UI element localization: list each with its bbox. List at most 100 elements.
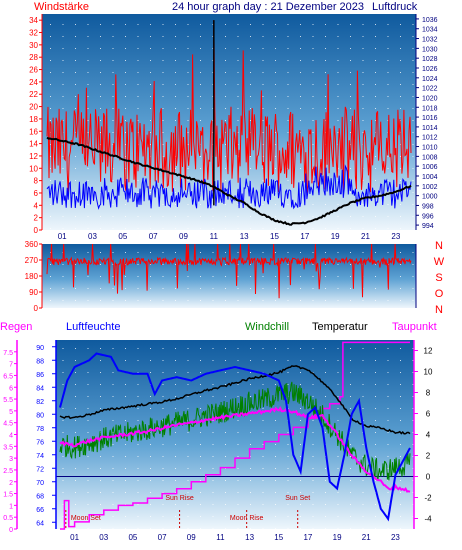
rain-tick-label: 7.5: [3, 350, 13, 357]
wind-x-tick-label: 11: [210, 232, 219, 241]
temp-x-tick-label: 05: [128, 533, 137, 542]
pressure-tick-label: 1036: [422, 17, 438, 24]
wind-x-tick-label: 07: [149, 232, 158, 241]
temperature-tick-label: 10: [424, 368, 433, 377]
wind-tick-label: 4: [34, 201, 39, 210]
pressure-tick-label: 1004: [422, 174, 438, 181]
legend-humidity: Luftfeuchte: [66, 321, 120, 333]
compass-label: N: [435, 304, 443, 316]
legend-rain: Regen: [0, 321, 32, 333]
legend-temperature: Temperatur: [312, 321, 368, 333]
temp-humidity-chart: 00.511.522.533.544.555.566.577.5 6466687…: [3, 340, 433, 542]
temp-x-ticks: 01 03 05 07 09 11 13 15 17 19 21 23: [70, 533, 400, 542]
pressure-tick-label: 1018: [422, 105, 438, 112]
temperature-tick-label: 2: [426, 452, 431, 461]
rain-tick-label: 7: [9, 362, 13, 369]
humidity-tick-label: 80: [36, 412, 44, 419]
rain-tick-label: 3.5: [3, 444, 13, 451]
wind-x-ticks: 01 03 05 07 09 11 13 15 17 19 21 23: [58, 232, 401, 241]
humidity-tick-label: 90: [36, 345, 44, 352]
direction-tick-label: 360: [25, 240, 39, 249]
wind-tick-label: 12: [29, 152, 38, 161]
rain-tick-label: 2.5: [3, 468, 13, 475]
legend-dewpoint: Taupunkt: [392, 321, 437, 333]
temperature-tick-label: -4: [424, 515, 432, 524]
direction-tick-label: 0: [34, 304, 39, 313]
pressure-tick-label: 1006: [422, 164, 438, 171]
pressure-axis-ticks: 994 996 998 1000 1002 1004 1006 1008 1010 1012 101…: [416, 17, 438, 230]
wind-tick-label: 8: [34, 177, 39, 186]
wind-tick-label: 10: [29, 164, 38, 173]
wind-x-tick-label: 17: [300, 232, 309, 241]
temperature-tick-label: 8: [426, 389, 431, 398]
rain-tick-label: 1.5: [3, 492, 13, 499]
wind-tick-label: 22: [29, 90, 38, 99]
wind-x-tick-label: 13: [240, 232, 249, 241]
humidity-tick-label: 74: [36, 453, 44, 460]
temp-x-tick-label: 11: [216, 533, 225, 542]
pressure-tick-label: 1032: [422, 37, 438, 44]
dewpoint-line: [59, 406, 411, 493]
wind-x-tick-label: 09: [179, 232, 188, 241]
wind-x-tick-label: 23: [391, 232, 400, 241]
rain-tick-label: 6.5: [3, 373, 13, 380]
wind-average-line: [46, 164, 412, 210]
wind-tick-label: 18: [29, 115, 38, 124]
wind-x-tick-label: 01: [58, 232, 67, 241]
compass-label: N: [435, 240, 443, 252]
rain-line: [60, 341, 410, 530]
temperature-tick-label: 12: [424, 347, 433, 356]
wind-tick-label: 20: [29, 103, 38, 112]
pressure-tick-label: 1028: [422, 56, 438, 63]
wind-tick-label: 0: [34, 226, 39, 235]
rain-tick-label: 5: [9, 409, 13, 416]
temperature-tick-label: 6: [426, 410, 431, 419]
legend-windchill: Windchill: [245, 321, 289, 333]
humidity-tick-label: 78: [36, 426, 44, 433]
marker-label: Moon Set: [71, 515, 101, 522]
temp-x-tick-label: 15: [274, 533, 283, 542]
wind-tick-label: 30: [29, 41, 38, 50]
wind-tick-label: 16: [29, 127, 38, 136]
pressure-tick-label: 996: [422, 213, 434, 220]
humidity-axis-ticks: 64 66 68 70 72 74 76 78 80 82 84 86 88 90: [36, 345, 56, 527]
temp-series-group: [56, 341, 414, 530]
chart-title: 24 hour graph day : 21 Dezember 2023: [172, 1, 364, 13]
humidity-tick-label: 70: [36, 480, 44, 487]
wind-x-tick-label: 03: [88, 232, 97, 241]
pressure-tick-label: 1026: [422, 66, 438, 73]
pressure-tick-label: 1012: [422, 135, 438, 142]
temperature-tick-label: -2: [424, 494, 432, 503]
sun-moon-markers: Moon Set Sun Rise Moon Rise Sun Set: [65, 495, 310, 529]
pressure-line: [46, 136, 412, 226]
wind-x-tick-label: 21: [361, 232, 370, 241]
humidity-tick-label: 86: [36, 372, 44, 379]
temp-x-tick-label: 07: [158, 533, 167, 542]
marker-label: Moon Rise: [230, 515, 264, 522]
humidity-tick-label: 68: [36, 493, 44, 500]
wind-tick-label: 26: [29, 66, 38, 75]
pressure-tick-label: 1014: [422, 125, 438, 132]
direction-tick-label: 90: [29, 288, 38, 297]
direction-series-group: [46, 243, 412, 299]
temp-x-tick-label: 19: [333, 533, 342, 542]
temperature-axis-ticks: -4 -2 0 2 4 6 8 10 12: [414, 347, 433, 524]
rain-tick-label: 1: [9, 503, 13, 510]
rain-tick-label: 0: [9, 527, 13, 534]
pressure-tick-label: 1034: [422, 27, 438, 34]
wind-tick-label: 24: [29, 78, 38, 87]
temp-x-tick-label: 03: [99, 533, 108, 542]
direction-tick-label: 270: [25, 256, 39, 265]
rain-tick-label: 0.5: [3, 515, 13, 522]
wind-gust-line: [46, 20, 412, 193]
pressure-tick-label: 1002: [422, 184, 438, 191]
temp-x-tick-label: 13: [245, 533, 254, 542]
pressure-axis-title: Luftdruck: [372, 1, 418, 13]
humidity-tick-label: 88: [36, 358, 44, 365]
compass-label: O: [435, 288, 444, 300]
wind-x-tick-label: 19: [331, 232, 340, 241]
direction-tick-label: 180: [25, 272, 39, 281]
